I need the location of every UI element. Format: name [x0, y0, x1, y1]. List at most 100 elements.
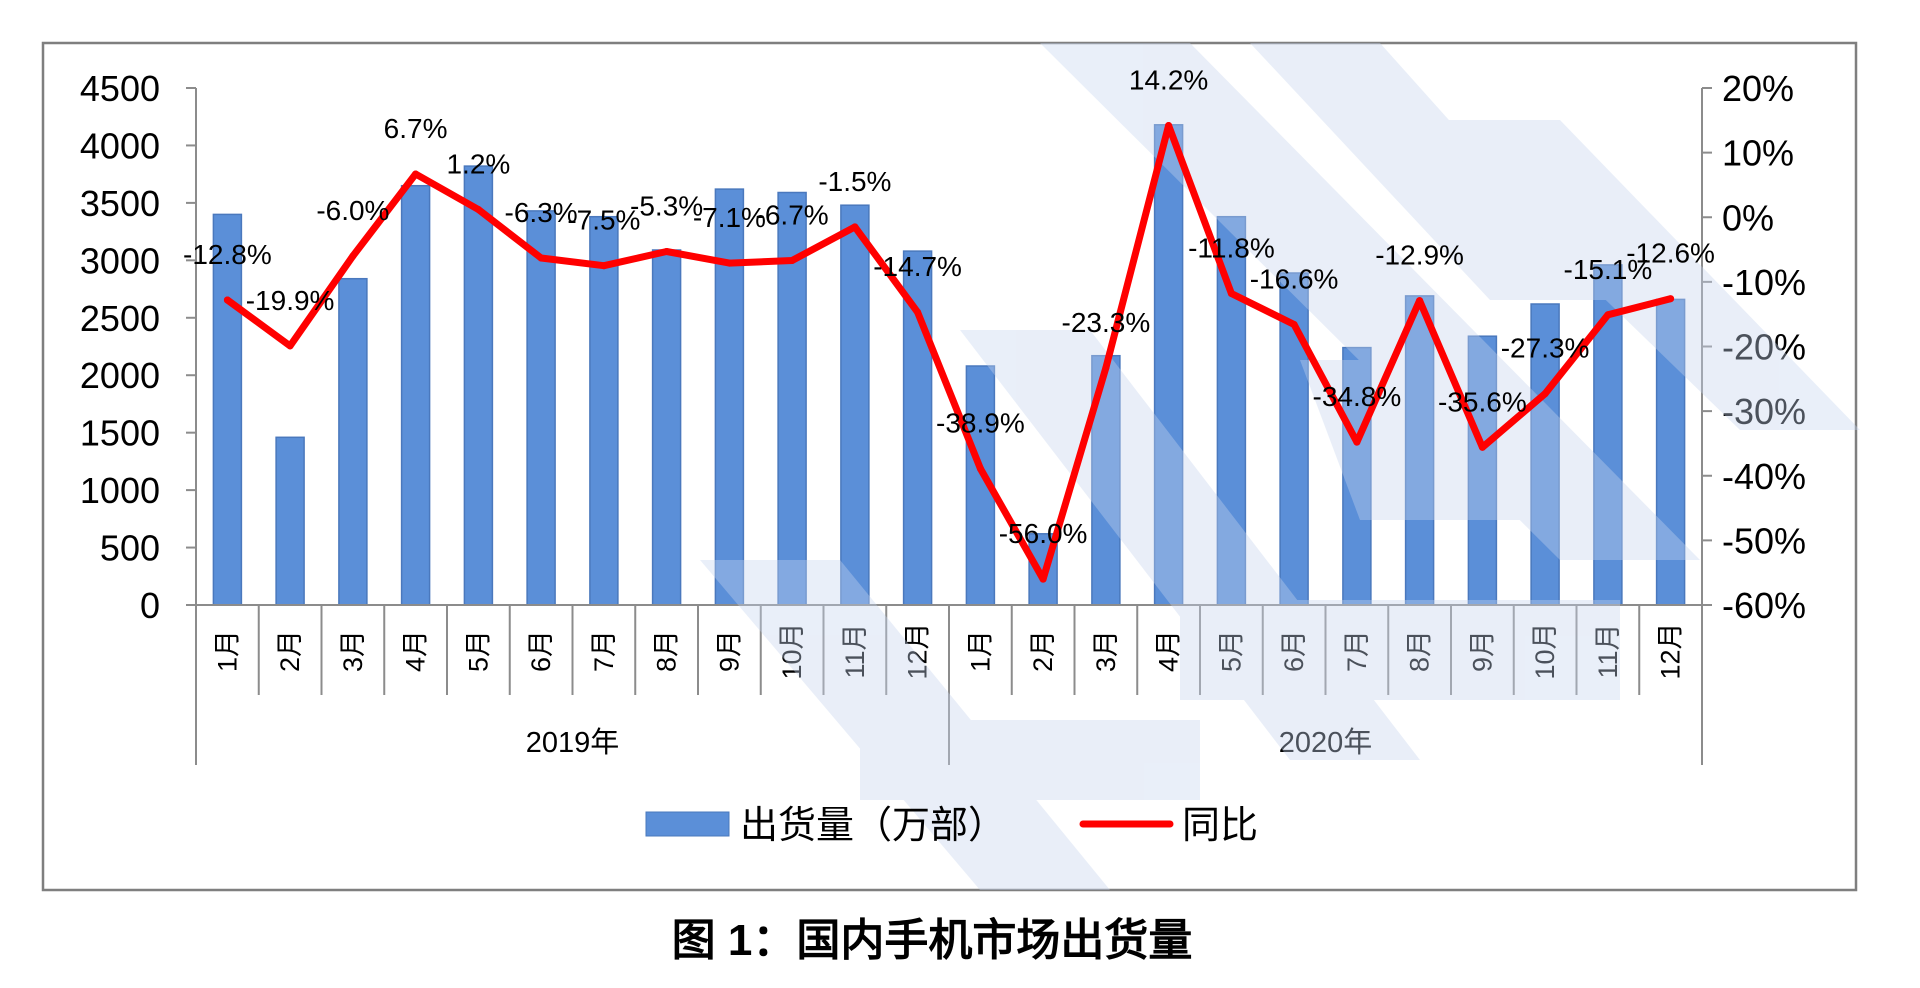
figure-title: 图 1：国内手机市场出货量	[672, 916, 1193, 965]
data-label: -14.7%	[873, 251, 962, 282]
month-label: 11月	[1593, 624, 1623, 679]
yoy-point	[1102, 364, 1110, 372]
y-left-tick-label: 1000	[80, 470, 160, 511]
month-label: 5月	[463, 630, 493, 672]
watermark-stroke	[1420, 120, 1860, 430]
y-right-tick-label: -10%	[1722, 262, 1806, 303]
bar	[1153, 124, 1184, 606]
data-label: -7.1%	[693, 202, 766, 233]
bar	[338, 277, 368, 606]
bar	[1593, 264, 1623, 606]
yoy-point	[286, 342, 294, 350]
data-label: -1.5%	[818, 166, 891, 197]
bar	[526, 210, 556, 606]
data-label: -19.9%	[246, 285, 335, 316]
yoy-point	[474, 206, 482, 213]
y-left-tick-label: 0	[140, 585, 160, 626]
legend: 出货量（万部） 同比	[645, 805, 1258, 847]
data-label: -12.9%	[1375, 240, 1464, 271]
y-left-tick-label: 500	[100, 528, 160, 569]
legend-label-bars: 出货量（万部）	[740, 805, 1006, 847]
bar	[1467, 335, 1498, 606]
bars-layer	[212, 124, 1686, 606]
yoy-point	[914, 308, 922, 316]
data-label: -15.1%	[1564, 254, 1653, 285]
yoy-point	[663, 248, 671, 255]
month-label: 10月	[1530, 622, 1560, 679]
data-label: -16.6%	[1250, 264, 1339, 295]
yoy-point	[725, 259, 733, 267]
watermark-stroke	[1250, 43, 1610, 300]
data-label: -34.8%	[1313, 381, 1402, 412]
data-label: -7.5%	[567, 205, 640, 236]
bar	[1216, 215, 1247, 606]
y-right-tick-label: -60%	[1722, 585, 1806, 626]
month-label: 3月	[338, 630, 368, 672]
month-label: 6月	[1279, 630, 1309, 672]
yoy-point	[851, 223, 859, 231]
month-label: 7月	[589, 630, 619, 672]
bar	[400, 184, 431, 606]
data-label: -6.3%	[505, 197, 578, 228]
month-label: 11月	[840, 624, 870, 679]
y-right-tick-label: 20%	[1722, 68, 1794, 109]
y-left-tick-label: 3000	[80, 240, 160, 281]
data-label: -27.3%	[1501, 333, 1590, 364]
year-group-label: 2020年	[1279, 726, 1373, 759]
month-label: 2月	[275, 630, 305, 672]
month-label: 12月	[1656, 622, 1686, 679]
month-label: 9月	[714, 630, 744, 672]
year-group-label: 2019年	[526, 726, 620, 759]
bar	[275, 436, 305, 606]
y-right-tick-label: -20%	[1722, 327, 1806, 368]
month-label: 5月	[1216, 630, 1246, 672]
bar	[212, 213, 243, 606]
month-label: 4月	[1154, 630, 1184, 672]
data-label: -38.9%	[936, 408, 1025, 439]
yoy-point	[1604, 311, 1612, 319]
data-label: -6.0%	[316, 195, 389, 226]
yoy-point	[1227, 290, 1235, 297]
yoy-point	[1039, 575, 1047, 583]
data-label: 1.2%	[446, 149, 510, 180]
y-left-tick-label: 4000	[80, 125, 160, 166]
month-label: 1月	[212, 630, 242, 672]
bar	[651, 249, 682, 606]
bar	[1530, 303, 1560, 606]
yoy-point	[1667, 295, 1675, 303]
data-label: -35.6%	[1438, 386, 1527, 417]
watermark-stroke	[1040, 43, 1700, 560]
yoy-point	[537, 254, 545, 262]
month-label: 10月	[777, 622, 807, 679]
y-right-tick-label: 0%	[1722, 197, 1774, 238]
y-left-tick-label: 2000	[80, 355, 160, 396]
watermark-stroke	[1180, 600, 1620, 700]
yoy-line	[223, 122, 1675, 583]
yoy-point	[1165, 122, 1173, 129]
month-label: 4月	[401, 630, 431, 672]
month-label: 1月	[965, 630, 995, 672]
y-left-tick-label: 1500	[80, 413, 160, 454]
data-label: -6.7%	[756, 200, 829, 231]
watermark-stroke	[860, 720, 1200, 800]
data-label: -56.0%	[999, 518, 1088, 549]
data-labels-layer: -12.8% -19.9% -6.0% 6.7% 1.2% -6.3%-7.5%-5.3%…	[183, 65, 1715, 550]
data-label: -23.3%	[1062, 307, 1151, 338]
month-label: 12月	[903, 622, 933, 679]
yoy-point	[1541, 390, 1549, 398]
y-left-tick-label: 2500	[80, 298, 160, 339]
data-label: -12.6%	[1626, 238, 1715, 269]
month-label: 8月	[652, 630, 682, 672]
month-label: 7月	[1342, 630, 1372, 672]
watermark-stroke	[700, 560, 1110, 890]
yoy-point	[412, 170, 420, 178]
month-label: 2月	[1028, 630, 1058, 672]
yoy-point	[1290, 321, 1298, 328]
data-label: 6.7%	[384, 113, 448, 144]
data-label: -12.8%	[183, 239, 272, 270]
y-left-tick-label: 3500	[80, 183, 160, 224]
yoy-point	[1478, 443, 1486, 451]
bar	[1404, 295, 1435, 606]
data-label: -11.8%	[1188, 233, 1275, 264]
